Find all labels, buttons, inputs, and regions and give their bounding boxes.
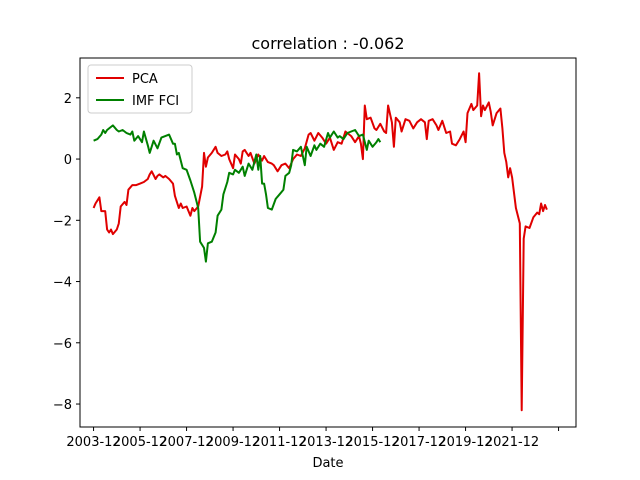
legend-label: IMF FCI bbox=[132, 94, 179, 109]
y-tick-label: −6 bbox=[53, 337, 72, 352]
plot-frame bbox=[79, 57, 577, 428]
x-tick-label: 2015-12 bbox=[345, 435, 399, 450]
y-tick-label: 2 bbox=[64, 92, 72, 107]
x-tick-label: 2003-12 bbox=[66, 435, 120, 450]
x-axis: 2003-122005-122007-122009-122011-122013-… bbox=[66, 427, 560, 450]
y-tick-label: 0 bbox=[64, 153, 72, 168]
x-tick-label: 2017-12 bbox=[392, 435, 446, 450]
series-layer bbox=[92, 72, 548, 412]
y-axis: 2 0 −2 −4 −6 −8 bbox=[53, 92, 80, 413]
y-tick-label: −8 bbox=[53, 398, 72, 413]
x-tick-label: 2005-12 bbox=[113, 435, 167, 450]
legend-label: PCA bbox=[132, 72, 158, 87]
series-line-2 bbox=[93, 124, 382, 263]
x-tick-label: 2019-12 bbox=[438, 435, 492, 450]
y-tick-label: −4 bbox=[53, 276, 72, 291]
x-tick-label: 2021-12 bbox=[485, 435, 539, 450]
chart-title: correlation : -0.062 bbox=[252, 34, 405, 53]
legend: PCA IMF FCI bbox=[87, 64, 193, 114]
x-axis-label: Date bbox=[312, 456, 343, 471]
y-tick-label: −2 bbox=[53, 214, 72, 229]
x-tick-label: 2011-12 bbox=[252, 435, 306, 450]
x-tick-label: 2009-12 bbox=[206, 435, 260, 450]
x-tick-label: 2007-12 bbox=[159, 435, 213, 450]
x-tick-label: 2013-12 bbox=[299, 435, 353, 450]
series-line-1 bbox=[92, 72, 548, 412]
